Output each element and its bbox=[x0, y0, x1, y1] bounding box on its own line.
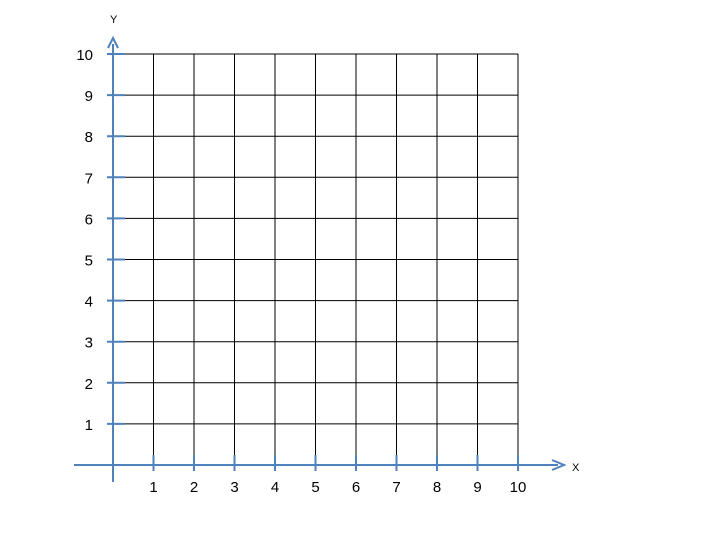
x-tick-label: 7 bbox=[392, 479, 400, 496]
tick-marks bbox=[107, 53, 519, 471]
y-tick-label: 4 bbox=[85, 294, 93, 311]
x-tick-label: 4 bbox=[271, 479, 279, 496]
y-axis-label: Y bbox=[110, 14, 118, 26]
y-tick-label: 9 bbox=[85, 88, 93, 105]
x-tick-label: 8 bbox=[433, 479, 441, 496]
x-tick-label: 5 bbox=[311, 479, 319, 496]
x-axis-label: X bbox=[572, 462, 580, 474]
y-tick-label: 10 bbox=[76, 47, 93, 64]
grid-lines bbox=[113, 53, 519, 455]
y-tick-label: 7 bbox=[85, 170, 93, 187]
x-tick-label: 3 bbox=[230, 479, 238, 496]
x-tick-label: 6 bbox=[352, 479, 360, 496]
tick-labels: 1 2 3 4 5 6 7 8 9 10 1 2 3 4 5 6 7 8 9 10 bbox=[76, 47, 526, 496]
x-tick-label: 9 bbox=[473, 479, 481, 496]
x-tick-label: 2 bbox=[190, 479, 198, 496]
y-axis-arrow-icon bbox=[107, 35, 119, 49]
y-tick-label: 6 bbox=[85, 211, 93, 228]
y-tick-label: 8 bbox=[85, 129, 93, 146]
x-axis-arrow-icon bbox=[551, 459, 567, 471]
y-tick-label: 5 bbox=[85, 253, 93, 270]
x-tick-label: 10 bbox=[510, 479, 527, 496]
y-tick-label: 3 bbox=[85, 335, 93, 352]
x-tick-label: 1 bbox=[149, 479, 157, 496]
y-tick-label: 1 bbox=[85, 417, 93, 434]
y-tick-label: 2 bbox=[85, 376, 93, 393]
